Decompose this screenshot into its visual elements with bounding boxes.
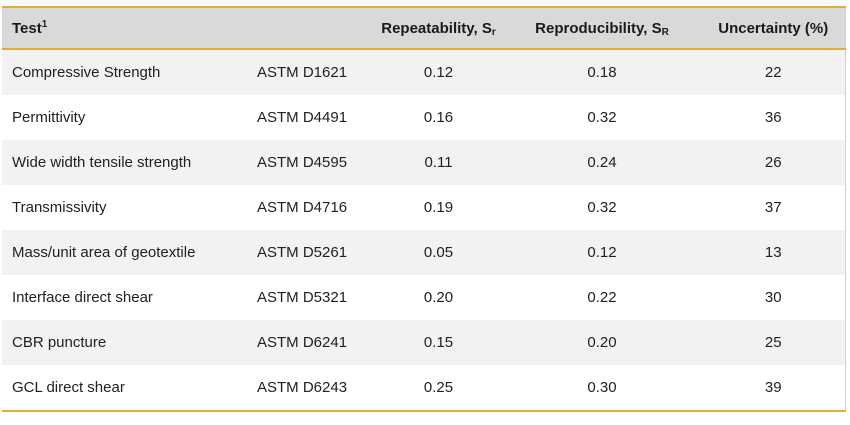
cell-repeatability: 0.25 (423, 379, 454, 396)
column-header-reproducibility: Reproducibility, SR (502, 7, 702, 50)
cell-standard: ASTM D4491 (257, 109, 348, 126)
table-row: Compressive Strength ASTM D1621 0.12 0.1… (2, 49, 845, 95)
cell-test: Interface direct shear (12, 289, 153, 306)
table-row: GCL direct shear ASTM D6243 0.25 0.30 39 (2, 365, 845, 411)
cell-repeatability: 0.12 (423, 64, 454, 81)
repeatability-subscript: r (491, 26, 496, 38)
cell-uncertainty: 37 (764, 199, 782, 216)
column-header-test: Test1 (2, 7, 252, 50)
cell-reproducibility: 0.32 (587, 109, 617, 126)
cell-uncertainty: 26 (764, 154, 782, 171)
cell-repeatability: 0.19 (423, 199, 454, 216)
column-header-standard (252, 7, 375, 50)
cell-test: CBR puncture (12, 334, 107, 351)
column-header-repeatability: Repeatability, Sr (375, 7, 502, 50)
reproducibility-subscript: R (661, 26, 669, 38)
column-header-uncertainty: Uncertainty (%) (702, 7, 845, 50)
cell-reproducibility: 0.12 (587, 244, 617, 261)
cell-reproducibility: 0.24 (587, 154, 617, 171)
column-header-uncertainty-label: Uncertainty (%) (718, 19, 829, 37)
table-row: Permittivity ASTM D4491 0.16 0.32 36 (2, 95, 845, 140)
cell-repeatability: 0.05 (423, 244, 454, 261)
table-row: Wide width tensile strength ASTM D4595 0… (2, 140, 845, 185)
column-header-reproducibility-label: Reproducibility, S (535, 19, 662, 37)
cell-repeatability: 0.20 (423, 289, 454, 306)
cell-repeatability: 0.15 (423, 334, 454, 351)
cell-uncertainty: 13 (764, 244, 782, 261)
test-statistics-table: Test1 Repeatability, Sr Reproducibility,… (2, 6, 846, 412)
table-body: Compressive Strength ASTM D1621 0.12 0.1… (2, 49, 845, 411)
cell-reproducibility: 0.18 (587, 64, 617, 81)
column-header-test-label: Test (12, 19, 42, 37)
table-header: Test1 Repeatability, Sr Reproducibility,… (2, 7, 845, 50)
cell-standard: ASTM D6241 (257, 334, 348, 351)
cell-reproducibility: 0.32 (587, 199, 617, 216)
cell-standard: ASTM D1621 (257, 64, 348, 81)
cell-test: Mass/unit area of geotextile (12, 244, 196, 261)
cell-uncertainty: 25 (764, 334, 782, 351)
cell-standard: ASTM D5261 (257, 244, 348, 261)
cell-test: Permittivity (12, 109, 86, 126)
cell-standard: ASTM D6243 (257, 379, 348, 396)
cell-repeatability: 0.11 (424, 154, 453, 171)
cell-standard: ASTM D5321 (257, 289, 348, 306)
cell-reproducibility: 0.30 (587, 379, 617, 396)
test-footnote-superscript: 1 (41, 18, 48, 30)
table-row: Interface direct shear ASTM D5321 0.20 0… (2, 275, 845, 320)
table-row: CBR puncture ASTM D6241 0.15 0.20 25 (2, 320, 845, 365)
cell-reproducibility: 0.20 (587, 334, 617, 351)
cell-standard: ASTM D4595 (257, 154, 348, 171)
header-row: Test1 Repeatability, Sr Reproducibility,… (2, 7, 845, 50)
cell-test: Compressive Strength (12, 64, 161, 81)
test-statistics-table-container: Test1 Repeatability, Sr Reproducibility,… (2, 6, 846, 412)
cell-standard: ASTM D4716 (257, 199, 348, 216)
cell-uncertainty: 22 (764, 64, 782, 81)
table-row: Transmissivity ASTM D4716 0.19 0.32 37 (2, 185, 845, 230)
column-header-repeatability-label: Repeatability, S (381, 19, 492, 37)
cell-reproducibility: 0.22 (587, 289, 617, 306)
table-row: Mass/unit area of geotextile ASTM D5261 … (2, 230, 845, 275)
cell-test: Wide width tensile strength (12, 154, 192, 171)
cell-uncertainty: 39 (764, 379, 782, 396)
cell-repeatability: 0.16 (423, 109, 454, 126)
cell-test: GCL direct shear (12, 379, 125, 396)
cell-test: Transmissivity (12, 199, 107, 216)
cell-uncertainty: 36 (764, 109, 782, 126)
cell-uncertainty: 30 (764, 289, 782, 306)
